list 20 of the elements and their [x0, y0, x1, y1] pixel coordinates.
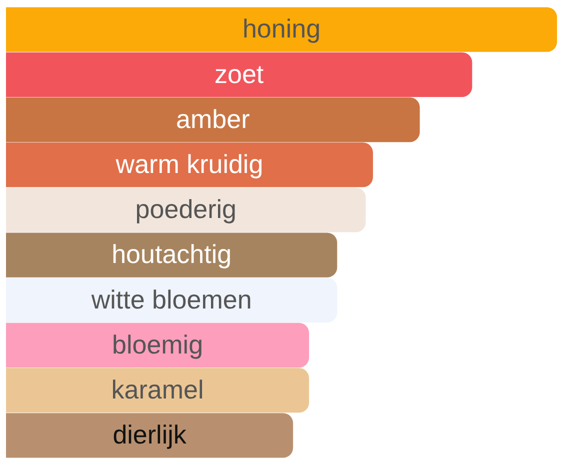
bar [6, 7, 557, 52]
bar [6, 322, 310, 368]
y-tick-label: amber [176, 104, 250, 134]
bar [6, 188, 366, 232]
bar [6, 278, 338, 322]
y-tick-label: zoet [214, 58, 264, 89]
bar [6, 52, 472, 97]
y-tick-label: witte bloemen [90, 284, 252, 314]
y-tick-label: honing [242, 14, 321, 44]
bar [6, 413, 294, 458]
y-tick-label: dierlijk [112, 420, 188, 450]
y-tick-label: karamel [111, 374, 204, 405]
bar [6, 142, 373, 188]
y-tick-label: bloemig [112, 329, 204, 360]
y-tick-label: poederig [135, 194, 237, 224]
bar [6, 232, 338, 278]
bar [6, 97, 420, 142]
bar [6, 368, 310, 413]
y-tick-label: houtachtig [112, 239, 232, 270]
y-tick-label: warm kruidig [114, 149, 264, 180]
